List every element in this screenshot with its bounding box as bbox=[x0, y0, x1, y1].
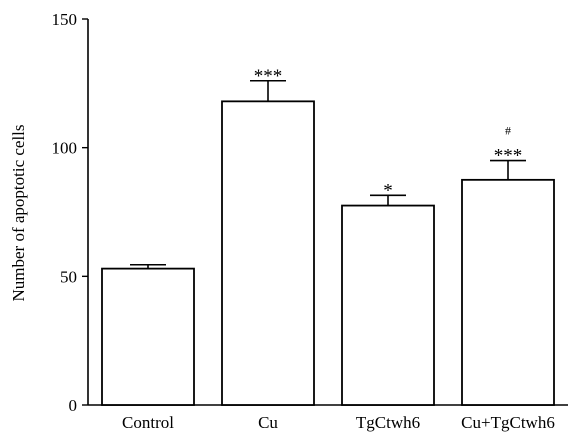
significance-star-label: *** bbox=[254, 66, 283, 87]
x-tick-label: Cu+TgCtwh6 bbox=[461, 413, 555, 432]
x-tick-label: Cu bbox=[258, 413, 278, 432]
significance-star-label: * bbox=[383, 180, 393, 201]
bar-control bbox=[101, 267, 195, 406]
y-tick-label: 150 bbox=[52, 10, 78, 29]
y-tick-label: 50 bbox=[60, 267, 77, 286]
chart-bars bbox=[101, 79, 555, 406]
bar-tgctwh6 bbox=[341, 204, 435, 406]
y-tick-label: 100 bbox=[52, 139, 78, 158]
chart-tick-labels: 0 50 100 150 Control Cu TgCtwh6 Cu+TgCtwh6 bbox=[52, 10, 555, 432]
y-tick-label: 0 bbox=[69, 396, 78, 415]
x-tick-label: Control bbox=[122, 413, 174, 432]
bar-cu bbox=[221, 100, 315, 406]
y-axis-label: Number of apoptotic cells bbox=[9, 124, 28, 301]
x-tick-label: TgCtwh6 bbox=[356, 413, 420, 432]
significance-star-label: *** bbox=[494, 146, 523, 167]
bar-cu-tgctwh6 bbox=[461, 178, 555, 406]
chart-annotations: *******# bbox=[254, 66, 523, 202]
significance-hash-label: # bbox=[505, 124, 511, 138]
